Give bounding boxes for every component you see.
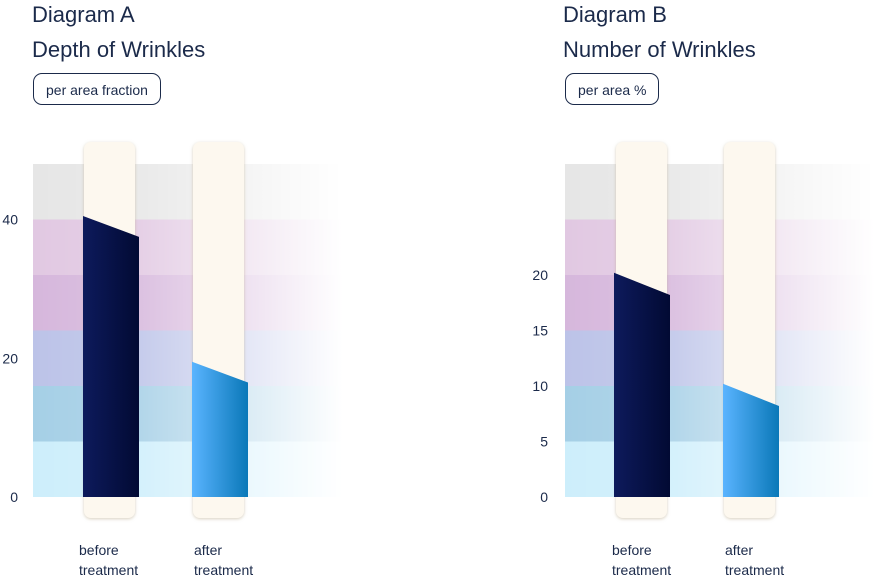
diagram-a-panel: Diagram A Depth of Wrinkles per area fra… xyxy=(0,0,440,579)
chart-a-plot: 0 20 40 xyxy=(2,142,343,518)
background-bands xyxy=(565,164,875,497)
y-tick-label: 0 xyxy=(10,489,18,505)
category-label-before: before treatment xyxy=(79,542,139,578)
category-label-after: after treatment xyxy=(194,542,254,578)
y-tick-label: 40 xyxy=(2,212,18,228)
category-label-before: before treatment xyxy=(612,542,672,578)
value-band xyxy=(33,164,343,220)
unit-label: per area % xyxy=(565,73,660,105)
value-band xyxy=(33,275,343,331)
value-band xyxy=(565,275,875,331)
value-band xyxy=(33,386,343,442)
chart-b-plot: 0 5 10 15 20 xyxy=(532,142,875,518)
value-band xyxy=(565,441,875,497)
background-bands xyxy=(33,164,343,497)
chart-subtitle: Number of Wrinkles xyxy=(563,37,756,62)
diagram-b-panel: Diagram B Number of Wrinkles per area % … xyxy=(530,0,886,579)
value-band xyxy=(565,386,875,442)
value-band xyxy=(565,164,875,220)
value-band xyxy=(565,330,875,386)
y-tick-label: 20 xyxy=(2,350,18,366)
chart-title: Diagram B xyxy=(563,2,667,27)
bar-after-treatment xyxy=(723,383,779,497)
value-band xyxy=(33,330,343,386)
chart-title: Diagram A xyxy=(32,2,135,27)
bar-after-treatment xyxy=(192,361,248,497)
y-tick-label: 20 xyxy=(532,267,548,283)
bar-before-treatment xyxy=(83,216,139,497)
bar-before-treatment xyxy=(614,272,670,497)
y-tick-label: 5 xyxy=(540,434,548,450)
value-band xyxy=(33,441,343,497)
value-band xyxy=(565,219,875,275)
value-band xyxy=(33,219,343,275)
y-tick-label: 15 xyxy=(532,323,548,339)
unit-label: per area fraction xyxy=(33,73,161,105)
y-tick-label: 0 xyxy=(540,489,548,505)
y-tick-label: 10 xyxy=(532,378,548,394)
chart-subtitle: Depth of Wrinkles xyxy=(32,37,206,62)
category-label-after: after treatment xyxy=(725,542,785,578)
